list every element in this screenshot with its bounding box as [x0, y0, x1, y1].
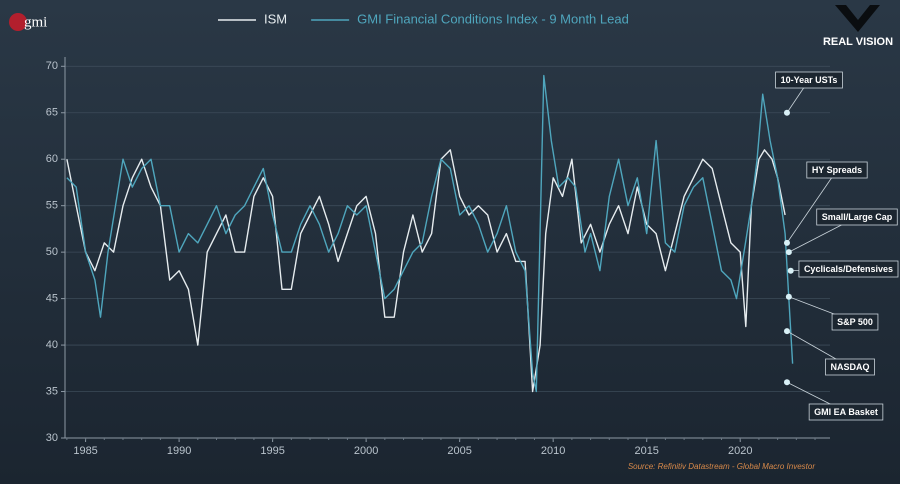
logo: gmi — [24, 14, 47, 30]
annotation-point — [783, 328, 790, 335]
y-tick-label: 55 — [46, 200, 58, 212]
annotation-point — [783, 109, 790, 116]
annotation-label: 10-Year USTs — [781, 75, 838, 85]
legend-label: GMI Financial Conditions Index - 9 Month… — [357, 11, 629, 26]
annotation-point — [787, 267, 794, 274]
x-tick-label: 1990 — [167, 445, 191, 457]
annotation-box — [808, 403, 884, 421]
annotation-box — [816, 208, 898, 226]
x-tick-label: 2000 — [354, 445, 378, 457]
annotation-leader — [786, 169, 838, 244]
annotation-box — [825, 358, 875, 376]
annotation-point — [785, 293, 792, 300]
annotation-label: Small/Large Cap — [822, 212, 893, 222]
legend-label: ISM — [264, 11, 287, 26]
x-tick-label: 2010 — [541, 445, 565, 457]
annotation-label: Cyclicals/Defensives — [804, 264, 893, 274]
annotation-label: HY Spreads — [812, 165, 862, 175]
x-tick-label: 2015 — [634, 445, 658, 457]
logo-mark — [9, 13, 27, 31]
x-tick-label: 2005 — [447, 445, 471, 457]
y-tick-label: 50 — [46, 246, 58, 258]
x-tick-label: 1985 — [73, 445, 97, 457]
y-tick-label: 40 — [46, 339, 58, 351]
y-tick-label: 65 — [46, 107, 58, 119]
annotation-point — [783, 379, 790, 386]
annotation-label: GMI EA Basket — [814, 407, 878, 417]
y-tick-label: 35 — [46, 385, 58, 397]
x-tick-label: 1995 — [260, 445, 284, 457]
y-tick-label: 45 — [46, 293, 58, 305]
x-tick-label: 2020 — [728, 445, 752, 457]
y-tick-label: 60 — [46, 153, 58, 165]
brand-mark — [835, 5, 880, 32]
annotation-label: NASDAQ — [830, 362, 869, 372]
series-line — [66, 74, 794, 393]
y-tick-label: 30 — [46, 432, 58, 444]
annotation-box — [798, 260, 899, 278]
annotation-box — [831, 313, 879, 331]
y-tick-label: 70 — [46, 60, 58, 72]
annotation-point — [783, 239, 790, 246]
annotation-box — [775, 71, 843, 89]
brand: REAL VISION — [823, 36, 893, 48]
annotation-point — [785, 249, 792, 256]
annotation-label: S&P 500 — [837, 317, 873, 327]
source: Source: Refinitiv Datastream - Global Ma… — [628, 462, 816, 471]
annotation-box — [806, 161, 868, 179]
